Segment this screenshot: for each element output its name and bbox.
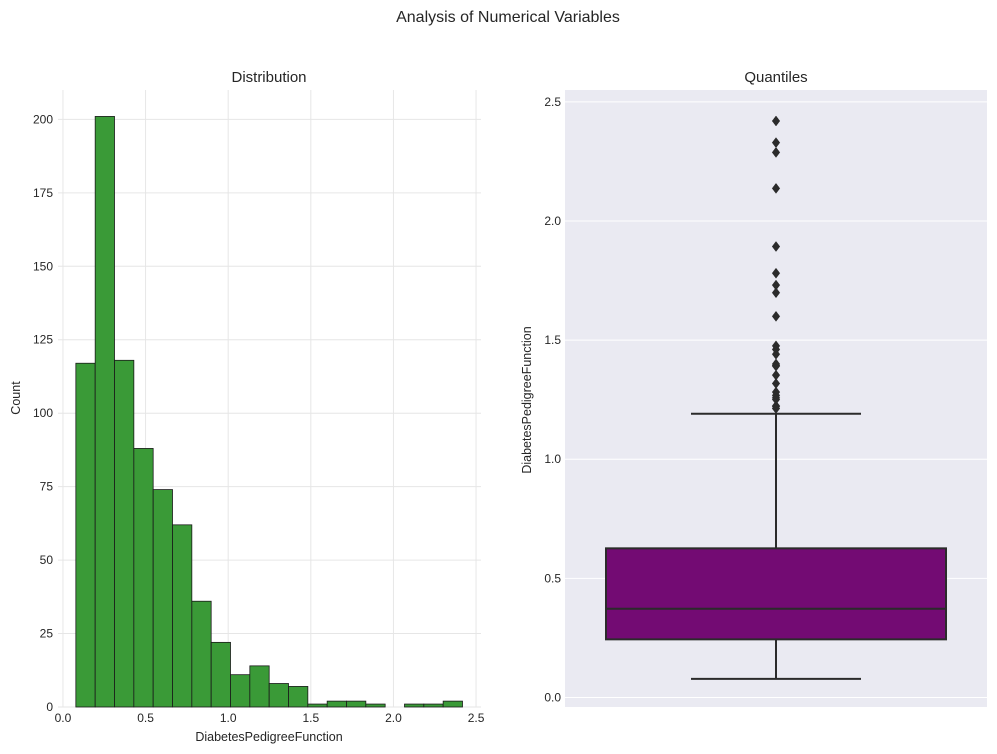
histogram-bar (152, 489, 173, 708)
boxplot-outlier-point (771, 403, 781, 414)
histogram-x-tick-label: 1.0 (220, 711, 237, 725)
boxplot-outlier-point (771, 182, 781, 194)
histogram-title: Distribution (231, 69, 306, 86)
histogram-y-ticks: 0 25 50 75 100 125 150 175 200 (33, 112, 53, 714)
boxplot-y-ticks: 0.0 0.5 1.0 1.5 2.0 2.5 (544, 95, 561, 705)
histogram-y-tick-label: 100 (33, 406, 53, 420)
histogram-bar (423, 703, 444, 708)
histogram-x-tick-label: 0.0 (55, 711, 72, 725)
histogram-y-tick-label: 150 (33, 259, 53, 273)
boxplot-iqr-box (605, 547, 947, 641)
boxplot-y-tick-label: 2.0 (544, 214, 561, 228)
boxplot-y-tick-label: 1.5 (544, 333, 561, 347)
boxplot-title: Quantiles (744, 69, 807, 86)
histogram-bar (172, 524, 193, 708)
boxplot-y-tick-label: 0.0 (544, 690, 561, 704)
histogram-y-axis-label: Count (9, 381, 23, 415)
histogram-y-tick-label: 125 (33, 333, 53, 347)
histogram-bar (442, 700, 463, 708)
histogram-bar (191, 600, 212, 708)
histogram-bar (288, 686, 309, 708)
boxplot-outlier-point (771, 267, 781, 279)
histogram-x-tick-label: 0.5 (137, 711, 154, 725)
histogram-x-tick-label: 1.5 (302, 711, 319, 725)
histogram-bar (249, 665, 270, 708)
histogram-bar (230, 674, 251, 708)
histogram-x-axis-label: DiabetesPedigreeFunction (195, 730, 342, 744)
boxplot-y-tick-label: 0.5 (544, 571, 561, 585)
histogram-y-tick-label: 50 (40, 553, 54, 567)
histogram-bars (75, 116, 463, 708)
histogram-bar (346, 700, 367, 708)
boxplot-outlier-point (771, 241, 781, 252)
boxplot-y-axis-label: DiabetesPedigreeFunction (520, 326, 534, 473)
histogram-bar (268, 683, 289, 708)
histogram-x-ticks: 0.0 0.5 1.0 1.5 2.0 2.5 (55, 711, 485, 725)
histogram-y-tick-label: 175 (33, 186, 53, 200)
boxplot-y-tick-label: 2.5 (544, 95, 561, 109)
histogram-y-tick-label: 75 (40, 480, 54, 494)
histogram-y-tick-label: 200 (33, 112, 53, 126)
histogram-bar (75, 362, 96, 708)
histogram-bar (94, 116, 115, 708)
histogram-bar (404, 703, 425, 708)
histogram-y-tick-label: 25 (40, 627, 54, 641)
histogram-bar (133, 448, 154, 708)
histogram-bar (210, 641, 231, 708)
boxplot-panel: 0.0 0.5 1.0 1.5 2.0 2.5 Quantiles DiabetesPed… (520, 69, 987, 707)
boxplot-box-group (605, 115, 947, 680)
histogram-panel: 0.0 0.5 1.0 1.5 2.0 2.5 0 25 50 75 100 125 150 175 20… (9, 69, 485, 744)
boxplot-y-tick-label: 1.0 (544, 452, 561, 466)
boxplot-outlier-point (771, 115, 781, 127)
histogram-x-tick-label: 2.0 (385, 711, 402, 725)
boxplot-outlier-point (771, 287, 781, 299)
boxplot-outlier-point (771, 310, 781, 322)
histogram-bar (114, 359, 135, 708)
histogram-y-tick-label: 0 (46, 700, 53, 714)
histogram-x-tick-label: 2.5 (468, 711, 485, 725)
histogram-bar (365, 703, 386, 708)
histogram-bar (326, 700, 347, 708)
boxplot-outlier-point (771, 147, 781, 158)
histogram-bar (307, 703, 328, 708)
figure-suptitle: Analysis of Numerical Variables (396, 9, 620, 26)
